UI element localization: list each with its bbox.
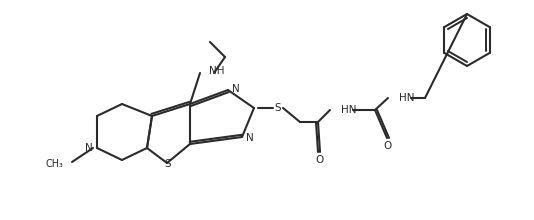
Text: NH: NH (209, 66, 224, 76)
Text: N: N (232, 84, 240, 94)
Text: S: S (164, 159, 171, 169)
Text: CH₃: CH₃ (45, 159, 63, 169)
Text: O: O (384, 141, 392, 151)
Text: HN: HN (399, 93, 414, 103)
Text: O: O (316, 155, 324, 165)
Text: S: S (274, 103, 281, 113)
Text: N: N (246, 133, 254, 143)
Text: HN: HN (341, 105, 357, 115)
Text: N: N (85, 143, 93, 153)
